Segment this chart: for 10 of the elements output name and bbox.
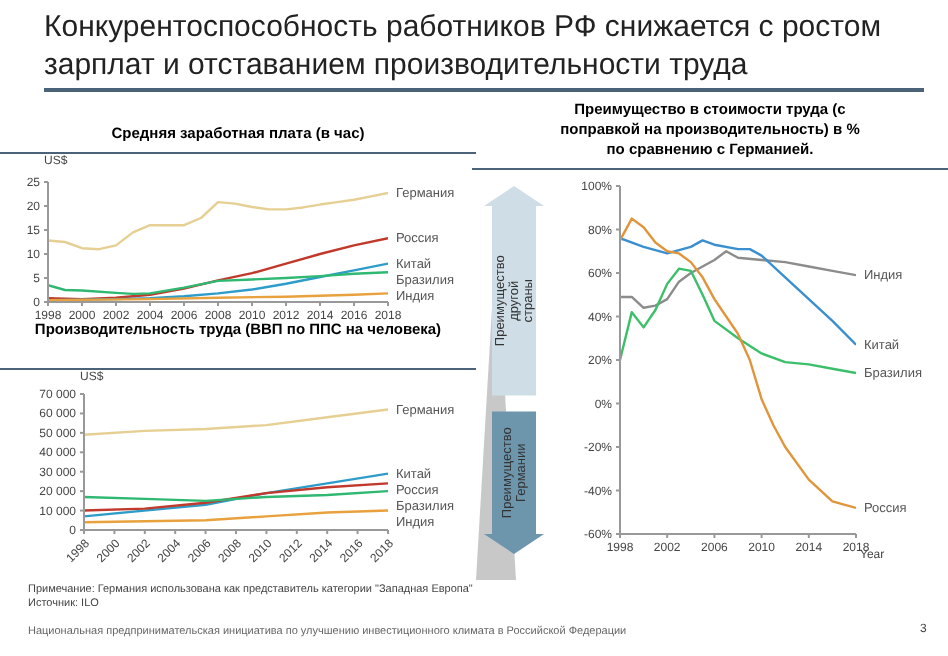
line-series	[620, 237, 856, 346]
line-series	[620, 267, 856, 375]
line-series	[48, 271, 388, 296]
line-series	[620, 217, 856, 510]
line-series	[48, 191, 388, 251]
text: Конкурентоспособность работников РФ снижается с ростом зарплат и отставанием производительности труда	[44, 8, 924, 92]
line-series	[84, 482, 388, 512]
line-series	[84, 472, 388, 518]
line-series	[84, 408, 388, 436]
line-series	[620, 250, 856, 309]
